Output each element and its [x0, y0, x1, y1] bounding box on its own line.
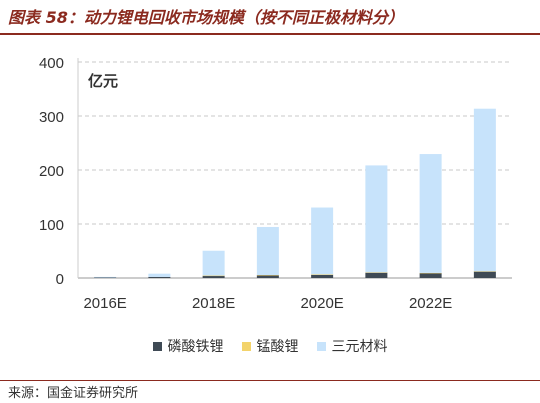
x-tick-label: 2022E — [409, 295, 452, 312]
y-tick-label: 200 — [39, 163, 64, 180]
chart-title: 图表 58：动力锂电回收市场规模（按不同正极材料分） — [8, 8, 404, 27]
bar-segment — [94, 276, 117, 278]
legend-swatch-lfp — [152, 341, 162, 351]
y-tick-label: 0 — [56, 271, 64, 288]
x-tick-label: 2018E — [192, 295, 235, 312]
bar-segment — [311, 274, 334, 278]
bar-segment — [473, 108, 496, 272]
bar-segment — [311, 207, 334, 275]
bar-segment — [148, 276, 171, 278]
legend-swatch-ncm — [316, 341, 326, 351]
y-unit-label: 亿元 — [88, 72, 118, 90]
bar-segment — [202, 275, 225, 278]
chart-legend: 磷酸铁锂 锰酸锂 三元材料 — [0, 336, 540, 356]
legend-label-lfp: 磷酸铁锂 — [167, 339, 224, 355]
title-divider — [0, 33, 540, 35]
bar-segment — [419, 272, 442, 274]
x-tick-label: 2016E — [83, 295, 126, 312]
bar-segment — [365, 272, 388, 273]
bar-segment — [419, 154, 442, 273]
bar-segment — [311, 274, 334, 275]
bar-segment — [202, 250, 225, 276]
bar-segment — [256, 275, 279, 276]
legend-item-lmo: 锰酸锂 — [241, 336, 299, 356]
legend-label-lmo: 锰酸锂 — [256, 339, 299, 355]
footer-divider — [0, 380, 540, 381]
bar-segment — [419, 273, 442, 278]
x-tick-label: 2020E — [300, 295, 343, 312]
y-tick-label: 400 — [39, 55, 64, 72]
bar-segment — [94, 277, 117, 278]
y-tick-label: 300 — [39, 109, 64, 126]
bar-segment — [256, 226, 279, 276]
bar-segment — [365, 272, 388, 278]
bar-segment — [202, 275, 225, 277]
legend-label-ncm: 三元材料 — [331, 339, 388, 355]
legend-swatch-lmo — [241, 341, 251, 351]
legend-item-ncm: 三元材料 — [316, 336, 388, 356]
legend-item-lfp: 磷酸铁锂 — [152, 336, 224, 356]
bar-segment — [148, 273, 171, 277]
chart-canvas: 0 100 200 300 400 亿元 2016E 2018E 2020E 2022E — [39, 55, 512, 312]
source-note: 来源：国金证券研究所 — [8, 386, 139, 401]
bar-segment — [473, 271, 496, 278]
y-tick-label: 100 — [39, 217, 64, 234]
bar-segment — [365, 165, 388, 273]
bar-segment — [473, 271, 496, 272]
bar-segment — [256, 275, 279, 278]
